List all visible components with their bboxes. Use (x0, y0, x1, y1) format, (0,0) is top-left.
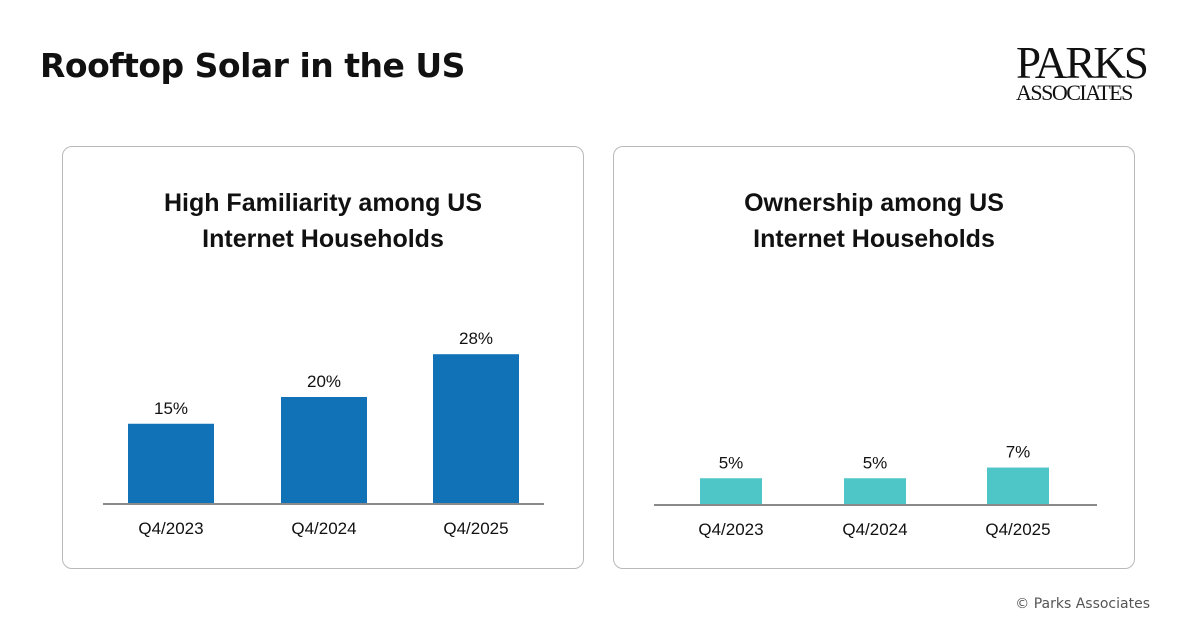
x-tick-label: Q4/2023 (138, 519, 203, 538)
familiarity-bar-chart: 15% Q4/2023 20% Q4/2024 28% Q4/2025 (103, 329, 544, 538)
parks-associates-logo: PARKS ASSOCIATES (1016, 38, 1156, 105)
ownership-chart-panel: Ownership among US Internet Households 5… (613, 146, 1135, 569)
copyright-notice: © Parks Associates (1015, 596, 1150, 612)
data-label: 5% (863, 453, 888, 472)
bar-Q4-2025 (987, 467, 1049, 505)
bar-Q4-2023 (700, 478, 762, 505)
bar-Q4-2024 (281, 397, 367, 504)
x-tick-label: Q4/2024 (842, 520, 907, 539)
familiarity-chart-title: High Familiarity among US Internet House… (163, 189, 483, 253)
data-label: 5% (719, 453, 744, 472)
x-tick-label: Q4/2025 (985, 520, 1050, 539)
page-title: Rooftop Solar in the US (40, 46, 465, 85)
bar-Q4-2025 (433, 354, 519, 504)
bar-Q4-2024 (844, 478, 906, 505)
x-tick-label: Q4/2025 (443, 519, 508, 538)
x-tick-label: Q4/2023 (698, 520, 763, 539)
data-label: 15% (154, 399, 188, 418)
bar-Q4-2023 (128, 423, 214, 504)
data-label: 20% (307, 372, 341, 391)
familiarity-chart-panel: High Familiarity among US Internet House… (62, 146, 584, 569)
x-tick-label: Q4/2024 (291, 519, 356, 538)
logo-line-associates: ASSOCIATES (1016, 80, 1133, 105)
data-label: 28% (459, 329, 493, 348)
ownership-bar-chart: 5% Q4/2023 5% Q4/2024 7% Q4/2025 (654, 443, 1097, 539)
ownership-chart-title: Ownership among US Internet Households (744, 189, 1004, 253)
logo-line-parks: PARKS (1016, 38, 1149, 88)
data-label: 7% (1006, 443, 1031, 462)
